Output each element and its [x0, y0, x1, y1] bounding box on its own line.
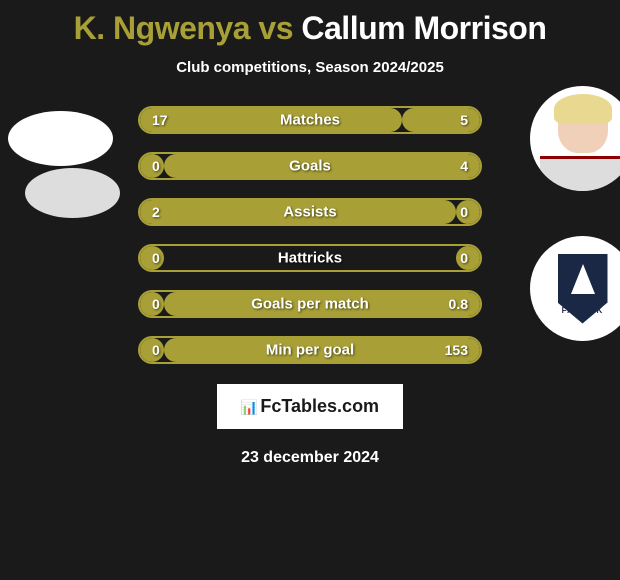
stat-label: Min per goal — [140, 342, 480, 359]
club-badge-text: FALKIRK — [530, 306, 620, 315]
stat-row: 04Goals — [138, 152, 482, 180]
stat-label: Goals per match — [140, 296, 480, 313]
footer: 📊FcTables.com 23 december 2024 — [0, 384, 620, 467]
brand-text: FcTables.com — [260, 396, 379, 416]
player2-club-badge: FALKIRK — [530, 236, 620, 341]
stat-label: Goals — [140, 158, 480, 175]
stats-list: 175Matches 04Goals 20Assists 00Hattricks 00.… — [138, 106, 482, 364]
player2-jersey — [540, 156, 620, 191]
stat-row: 175Matches — [138, 106, 482, 134]
stat-row: 0153Min per goal — [138, 336, 482, 364]
chart-icon: 📊 — [241, 399, 258, 415]
player1-club-badge — [25, 168, 120, 218]
subtitle: Club competitions, Season 2024/2025 — [0, 59, 620, 76]
vs-text: vs — [258, 10, 293, 46]
stat-label: Matches — [140, 112, 480, 129]
stat-row: 00.8Goals per match — [138, 290, 482, 318]
content-area: FALKIRK 175Matches 04Goals 20Assists 00Hatt… — [0, 106, 620, 364]
brand-box: 📊FcTables.com — [217, 384, 403, 429]
player2-name: Callum Morrison — [301, 10, 546, 46]
stat-row: 00Hattricks — [138, 244, 482, 272]
player2-avatar — [530, 86, 620, 191]
player1-avatar — [8, 111, 113, 166]
stat-label: Hattricks — [140, 250, 480, 267]
stat-label: Assists — [140, 204, 480, 221]
player1-name: K. Ngwenya — [74, 10, 250, 46]
stat-row: 20Assists — [138, 198, 482, 226]
date-text: 23 december 2024 — [0, 449, 620, 467]
comparison-title: K. Ngwenya vs Callum Morrison — [0, 10, 620, 47]
